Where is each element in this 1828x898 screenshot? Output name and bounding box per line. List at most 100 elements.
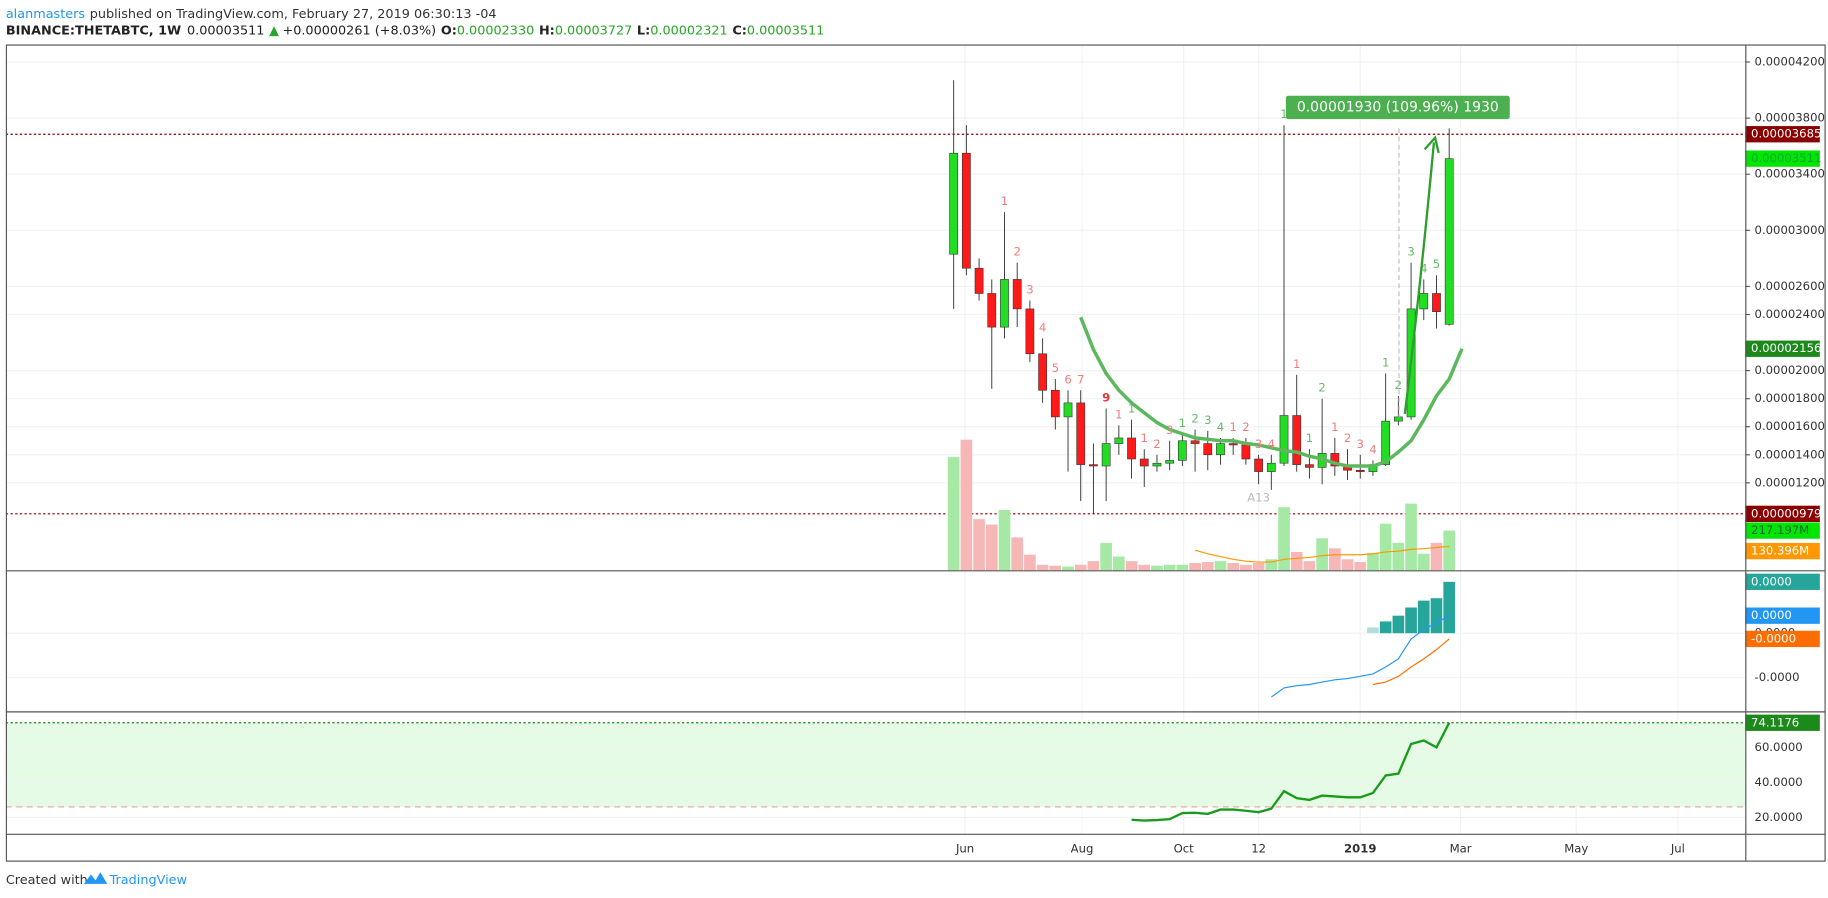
- td-label: 1: [1293, 357, 1300, 371]
- candle-body: [1089, 464, 1098, 467]
- candle-body: [1305, 464, 1314, 468]
- candle-body: [987, 293, 997, 328]
- y-tick-label: 60.0000: [1755, 740, 1803, 754]
- candle-body: [1000, 279, 1009, 328]
- y-tick-label: 0.00002400: [1755, 307, 1825, 321]
- volume-ma-label-box: [1745, 542, 1820, 560]
- volume-bar: [1214, 561, 1227, 571]
- td-label: 1: [1331, 420, 1338, 434]
- td-label: 4: [1217, 420, 1224, 434]
- close-label: C:: [732, 23, 747, 38]
- td-label: 2: [1191, 412, 1198, 426]
- candle-body: [1025, 308, 1035, 355]
- ema-last-label-box: [1745, 340, 1820, 357]
- volume-bar: [998, 510, 1011, 571]
- volume-bar: [947, 457, 960, 571]
- candle-body: [1216, 443, 1225, 456]
- td-label: 5: [1433, 257, 1440, 271]
- td-label: 1: [1115, 407, 1122, 421]
- td-label: 4: [1420, 261, 1427, 275]
- volume-bar: [985, 524, 998, 571]
- volume-bar: [1227, 562, 1240, 571]
- volume-bar: [1189, 562, 1201, 571]
- footer-brand[interactable]: TradingView: [109, 873, 187, 888]
- candle-body: [1038, 353, 1047, 391]
- header-line-2: BINANCE:THETABTC, 1W 0.00003511 ▲ +0.000002…: [6, 23, 825, 38]
- volume-bar: [1240, 564, 1252, 571]
- td-label: 4: [1369, 442, 1376, 456]
- volume-last-label: 217.197M: [1751, 523, 1809, 537]
- macd-histogram-bar: [1443, 581, 1456, 634]
- td-label: 3: [1026, 282, 1033, 296]
- last-price-label: 0.00003511: [1751, 151, 1821, 165]
- volume-bar: [1367, 552, 1379, 571]
- y-tick-label: 0.00001400: [1755, 447, 1825, 461]
- td-label: 3: [1255, 437, 1262, 451]
- volume-bar: [1036, 564, 1049, 571]
- volume-bar: [1011, 537, 1024, 571]
- td-label: 4: [1268, 437, 1275, 451]
- y-tick-label: 0.00002000: [1755, 363, 1825, 377]
- ema-last-label: 0.00002156: [1751, 341, 1821, 355]
- candle-body: [1152, 462, 1162, 467]
- volume-bar: [1265, 559, 1278, 571]
- macd-last-label-box: [1745, 607, 1820, 624]
- signal-line: [1372, 638, 1450, 686]
- volume-bar: [1316, 538, 1328, 571]
- volume-last-label-box: [1745, 522, 1820, 539]
- candle-body: [1139, 458, 1149, 467]
- rsi-line: [1131, 722, 1451, 822]
- td-label: 2: [1242, 420, 1249, 434]
- candle-body: [1444, 158, 1454, 325]
- td-label: 1: [1306, 431, 1313, 445]
- macd-histogram-bar: [1379, 621, 1392, 634]
- td-label: 3: [1357, 437, 1364, 451]
- candle-body: [1432, 293, 1441, 312]
- last-price: 0.00003511: [187, 23, 264, 38]
- td-label: 1: [1141, 431, 1148, 445]
- candle-body: [1330, 453, 1340, 467]
- volume-bar: [1392, 542, 1405, 571]
- candle-body: [1393, 416, 1403, 422]
- signal-last-label: -0.0000: [1751, 631, 1796, 645]
- author[interactable]: alanmasters: [6, 7, 86, 22]
- x-tick-label: 2019: [1344, 841, 1376, 855]
- candle-body: [974, 267, 984, 294]
- plot-layer: Jun Aug Oct 12 2019 Mar May Jul0.000012000.0000…: [5, 45, 1825, 855]
- macd-histogram-bar: [1430, 598, 1443, 634]
- candle-body: [1203, 443, 1213, 456]
- x-tick-label: Jul: [1670, 841, 1685, 855]
- candle-body: [1228, 443, 1238, 446]
- candle-body: [962, 152, 971, 269]
- header-line-1: alanmasters published on TradingView.com,…: [6, 7, 497, 22]
- volume-bar: [1443, 530, 1456, 571]
- volume-bar: [1125, 561, 1138, 571]
- open: 0.00002330: [457, 23, 534, 38]
- rsi-last-label-box: [1745, 714, 1820, 731]
- close: 0.00003511: [747, 23, 824, 38]
- candle-body: [1292, 415, 1302, 465]
- low-label: L:: [637, 23, 650, 38]
- td-label: 2: [1013, 245, 1020, 259]
- volume-bar: [1087, 561, 1100, 571]
- change: +0.00000261 (+8.03%): [282, 23, 436, 38]
- candle-body: [1177, 440, 1187, 461]
- measure-label: 0.00001930 (109.96%) 1930: [1297, 99, 1499, 115]
- td-label: 3: [1407, 245, 1414, 259]
- volume-bar: [1176, 564, 1189, 571]
- volume-bar: [1062, 566, 1074, 571]
- volume-bar: [1151, 565, 1163, 571]
- x-tick-label: May: [1564, 841, 1588, 855]
- td-label: 7: [1077, 372, 1084, 386]
- price-line-label-box: [1745, 505, 1820, 523]
- macd-histogram-bar: [1405, 607, 1417, 634]
- candle-body: [1266, 462, 1276, 472]
- td-label: 1: [1229, 420, 1236, 434]
- td-label: 9: [1102, 391, 1110, 405]
- volume-bar: [960, 439, 973, 571]
- histogram-last-label-box: [1745, 573, 1820, 590]
- low: 0.00002321: [650, 23, 727, 38]
- volume-bar: [1138, 564, 1151, 571]
- candle-body: [1254, 458, 1263, 472]
- td-label: 3: [1166, 423, 1173, 437]
